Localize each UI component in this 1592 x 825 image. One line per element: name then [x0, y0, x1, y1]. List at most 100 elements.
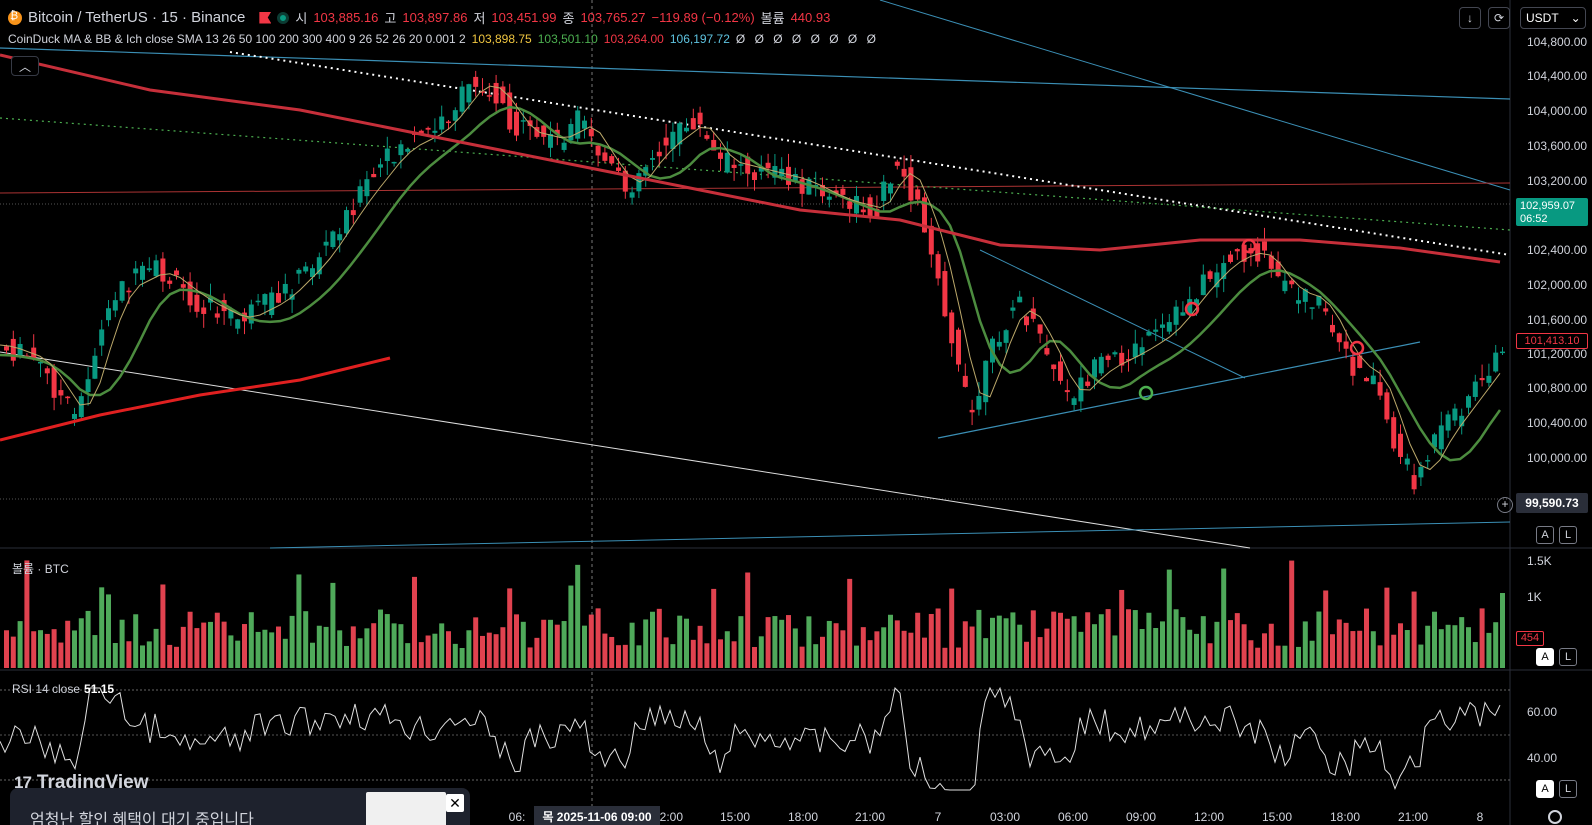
volume-bar: [1017, 624, 1023, 668]
collapse-legend-button[interactable]: ︿: [11, 56, 39, 76]
flag-icon[interactable]: [259, 11, 272, 24]
candle-body: [514, 111, 519, 136]
volume-bar: [174, 646, 179, 668]
candle-body: [78, 396, 84, 418]
candle-body: [935, 254, 941, 279]
close-icon[interactable]: ✕: [446, 794, 464, 812]
candle-body: [384, 148, 390, 162]
volume-pane-label[interactable]: 볼륨 · BTC: [12, 562, 69, 576]
volume-tick-2: 1K: [1527, 590, 1542, 604]
rsi-pane-label[interactable]: RSI 14 close 51.15: [12, 682, 114, 696]
currency-select[interactable]: USDT ⌄: [1520, 7, 1586, 29]
candle-body: [269, 292, 275, 316]
volume-auto-button[interactable]: A: [1536, 648, 1554, 666]
volume-bar: [167, 644, 173, 668]
candle-body: [1336, 333, 1342, 343]
rsi-auto-button[interactable]: A: [1536, 780, 1554, 798]
volume-bar: [1384, 587, 1390, 668]
volume-bar: [310, 642, 315, 668]
candle-body: [1024, 316, 1029, 326]
volume-bar: [1309, 640, 1315, 668]
volume-bar: [894, 620, 900, 668]
candle-body: [1214, 272, 1220, 288]
promo-popup[interactable]: 엄청난 할인 혜택이 대기 중입니다 ✕: [10, 788, 470, 825]
time-tick: 15:00: [719, 810, 751, 824]
download-button[interactable]: ↓: [1459, 7, 1481, 29]
indicator-legend[interactable]: CoinDuck MA & BB & Ich close SMA 13 26 5…: [8, 32, 879, 46]
price-tick: 100,000.00: [1527, 451, 1588, 465]
time-tick: 03:00: [989, 810, 1021, 824]
volume-bar: [289, 615, 295, 668]
candle-body: [1051, 364, 1057, 370]
candle-body: [1092, 359, 1097, 378]
volume-bar: [854, 645, 859, 668]
candle-body: [745, 156, 751, 174]
log-scale-button[interactable]: L: [1559, 526, 1577, 544]
trendline: [879, 0, 1511, 191]
candle-body: [860, 209, 866, 213]
add-alert-button[interactable]: +: [1497, 497, 1513, 513]
volume-bar: [928, 613, 934, 668]
volume-bar: [1228, 620, 1233, 668]
candle-body: [983, 360, 989, 403]
volume-bar: [180, 626, 186, 668]
time-tick: 06:00: [1057, 810, 1089, 824]
volume-bar: [208, 621, 213, 668]
volume-bar: [1323, 590, 1329, 668]
volume-bar: [575, 564, 581, 668]
volume-bar: [214, 612, 220, 668]
candle-body: [1432, 434, 1437, 448]
volume-bar: [1187, 629, 1193, 668]
volume-bar: [1432, 611, 1437, 668]
volume-log-button[interactable]: L: [1559, 648, 1577, 666]
volume-bar: [779, 619, 785, 668]
indicator-value-3: 103,264.00: [603, 32, 664, 46]
open-value: 103,885.16: [313, 10, 379, 25]
candle-body: [1425, 460, 1431, 462]
volume-bar: [561, 621, 567, 668]
volume-bar: [1282, 645, 1288, 668]
volume-bar: [1336, 619, 1342, 668]
volume-bar: [418, 642, 424, 668]
candle-body: [738, 164, 744, 166]
volume-bar: [1486, 632, 1492, 668]
volume-bar: [1391, 634, 1397, 668]
candle-body: [731, 164, 737, 169]
candle-body: [1064, 390, 1070, 393]
candle-body: [459, 86, 465, 112]
volume-bar: [786, 615, 791, 668]
settings-icon[interactable]: [1548, 810, 1562, 824]
candle-body: [1350, 356, 1356, 376]
candle-body: [174, 270, 179, 276]
volume-bar: [1357, 630, 1363, 668]
volume-bar: [1166, 569, 1172, 668]
symbol-title[interactable]: Bitcoin / TetherUS · 15 · Binance: [28, 9, 246, 26]
chevron-up-icon: ︿: [18, 59, 31, 74]
rsi-log-button[interactable]: L: [1559, 780, 1577, 798]
volume-bar: [330, 582, 336, 668]
volume-bar: [242, 624, 247, 668]
dotted-trendline: [229, 51, 1511, 256]
indicator-name[interactable]: CoinDuck MA & BB & Ich close SMA 13 26 5…: [8, 32, 466, 46]
volume-bar: [303, 611, 309, 668]
refresh-button[interactable]: ⟳: [1488, 7, 1510, 29]
volume-bar: [588, 614, 594, 668]
volume-bar: [432, 633, 438, 668]
candle-body: [1207, 271, 1213, 279]
volume-bar: [480, 635, 485, 668]
auto-scale-button[interactable]: A: [1536, 526, 1554, 544]
candle-body: [1370, 375, 1376, 385]
candle-body: [629, 192, 635, 198]
candle-body: [1166, 322, 1172, 332]
volume-bar: [514, 614, 519, 668]
volume-bar: [847, 578, 853, 668]
refresh-icon: ⟳: [1493, 11, 1505, 25]
candle-body: [1268, 255, 1274, 269]
volume-bar: [1160, 621, 1165, 668]
candle-body: [1466, 396, 1471, 408]
volume-bar: [860, 627, 866, 668]
volume-bar: [990, 617, 995, 668]
candle-body: [1139, 347, 1145, 356]
candle-body: [888, 183, 893, 194]
